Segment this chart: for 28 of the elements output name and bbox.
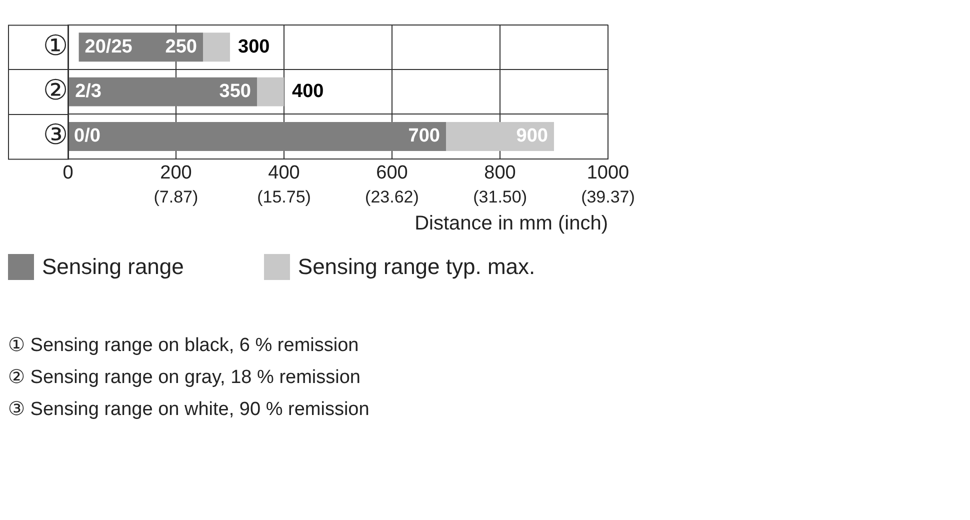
- x2-tick-label: (15.75): [257, 187, 311, 206]
- y-tick-label: ③: [43, 119, 68, 150]
- x-tick-label: 1000: [586, 162, 630, 184]
- data-label: 350: [219, 81, 251, 102]
- x2-tick-label: (23.62): [365, 187, 419, 206]
- text: ② Sensing range on gray, 18 % remission: [8, 366, 362, 390]
- x2-tick-label: (7.87): [154, 187, 198, 206]
- text: ① Sensing range on black, 6 % remission: [8, 334, 360, 358]
- x2-tick-label: (31.50): [473, 187, 527, 206]
- x-tick-label: 200: [160, 162, 192, 184]
- y-tick-label: ②: [43, 74, 68, 106]
- data-label: 700: [408, 126, 440, 147]
- data-label: 300: [238, 36, 270, 58]
- annotation: 2/3: [75, 81, 102, 102]
- legend-label: Sensing range: [42, 254, 184, 280]
- x2-tick-label: (39.37): [581, 187, 635, 206]
- x-tick-label: 800: [484, 162, 516, 184]
- annotation: 0/0: [74, 126, 100, 147]
- x-tick-label: 0: [62, 162, 74, 184]
- legend-label: Sensing range typ. max.: [298, 254, 536, 280]
- y-tick-label: ①: [43, 30, 68, 61]
- x-tick-label: 400: [268, 162, 300, 184]
- data-label: 400: [292, 81, 324, 102]
- text: ③ Sensing range on white, 90 % remission: [8, 398, 370, 422]
- x-axis-title: Distance in mm (inch): [414, 212, 608, 235]
- annotation: 20/25: [84, 36, 133, 58]
- x-tick-label: 600: [376, 162, 408, 184]
- data-label: 250: [165, 36, 197, 58]
